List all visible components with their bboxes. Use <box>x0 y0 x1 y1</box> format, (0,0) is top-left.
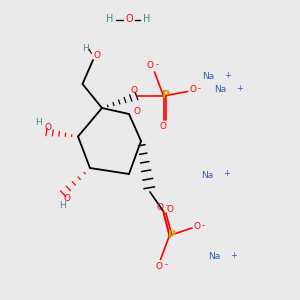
Text: Na: Na <box>201 171 213 180</box>
Text: O: O <box>156 202 164 211</box>
Text: +: + <box>223 169 230 178</box>
Text: O: O <box>63 194 70 203</box>
Text: O: O <box>189 85 197 94</box>
Text: H: H <box>143 14 151 25</box>
Text: O: O <box>44 123 52 132</box>
Text: -: - <box>156 60 159 69</box>
Text: O: O <box>194 222 201 231</box>
Text: O: O <box>160 122 167 131</box>
Text: O: O <box>94 51 101 60</box>
Text: +: + <box>237 84 243 93</box>
Text: +: + <box>225 70 231 80</box>
Text: H: H <box>35 118 41 127</box>
Text: Na: Na <box>214 85 226 94</box>
Text: Na: Na <box>208 252 220 261</box>
Text: O: O <box>155 262 163 271</box>
Text: -: - <box>202 221 205 230</box>
Text: H: H <box>106 14 113 25</box>
Text: O: O <box>125 14 133 25</box>
Text: -: - <box>166 201 169 210</box>
Text: H: H <box>82 44 89 53</box>
Text: Na: Na <box>202 72 214 81</box>
Text: P: P <box>162 90 171 100</box>
Text: O: O <box>134 106 141 116</box>
Text: -: - <box>165 260 168 269</box>
Text: -: - <box>197 85 200 94</box>
Text: O: O <box>166 205 173 214</box>
Text: P: P <box>168 230 177 241</box>
Text: O: O <box>130 86 138 95</box>
Text: O: O <box>147 61 154 70</box>
Text: +: + <box>231 250 237 260</box>
Text: H: H <box>60 201 66 210</box>
